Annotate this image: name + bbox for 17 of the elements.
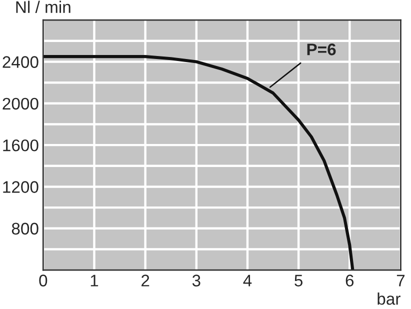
y-tick-label: 2400 [2, 56, 38, 68]
x-tick-label: 3 [192, 274, 200, 286]
y-tick-label: 2000 [2, 98, 38, 110]
x-tick-label: 4 [243, 274, 252, 286]
x-tick-label: 1 [90, 274, 98, 286]
x-tick-label: 5 [294, 274, 302, 286]
y-axis-title: Nl / min [16, 0, 70, 14]
annotation: P=6 [307, 44, 336, 56]
x-tick-label: 6 [346, 274, 354, 286]
y-tick-label: 800 [12, 222, 38, 235]
x-tick-label: 2 [142, 274, 150, 286]
x-tick-label: 7 [396, 274, 405, 286]
x-tick-label: 0 [39, 274, 48, 286]
y-tick-label: 1200 [3, 181, 38, 193]
line-series [43, 55, 354, 270]
y-tick-label: 1600 [3, 139, 38, 152]
x-axis-title: bar [378, 292, 400, 305]
